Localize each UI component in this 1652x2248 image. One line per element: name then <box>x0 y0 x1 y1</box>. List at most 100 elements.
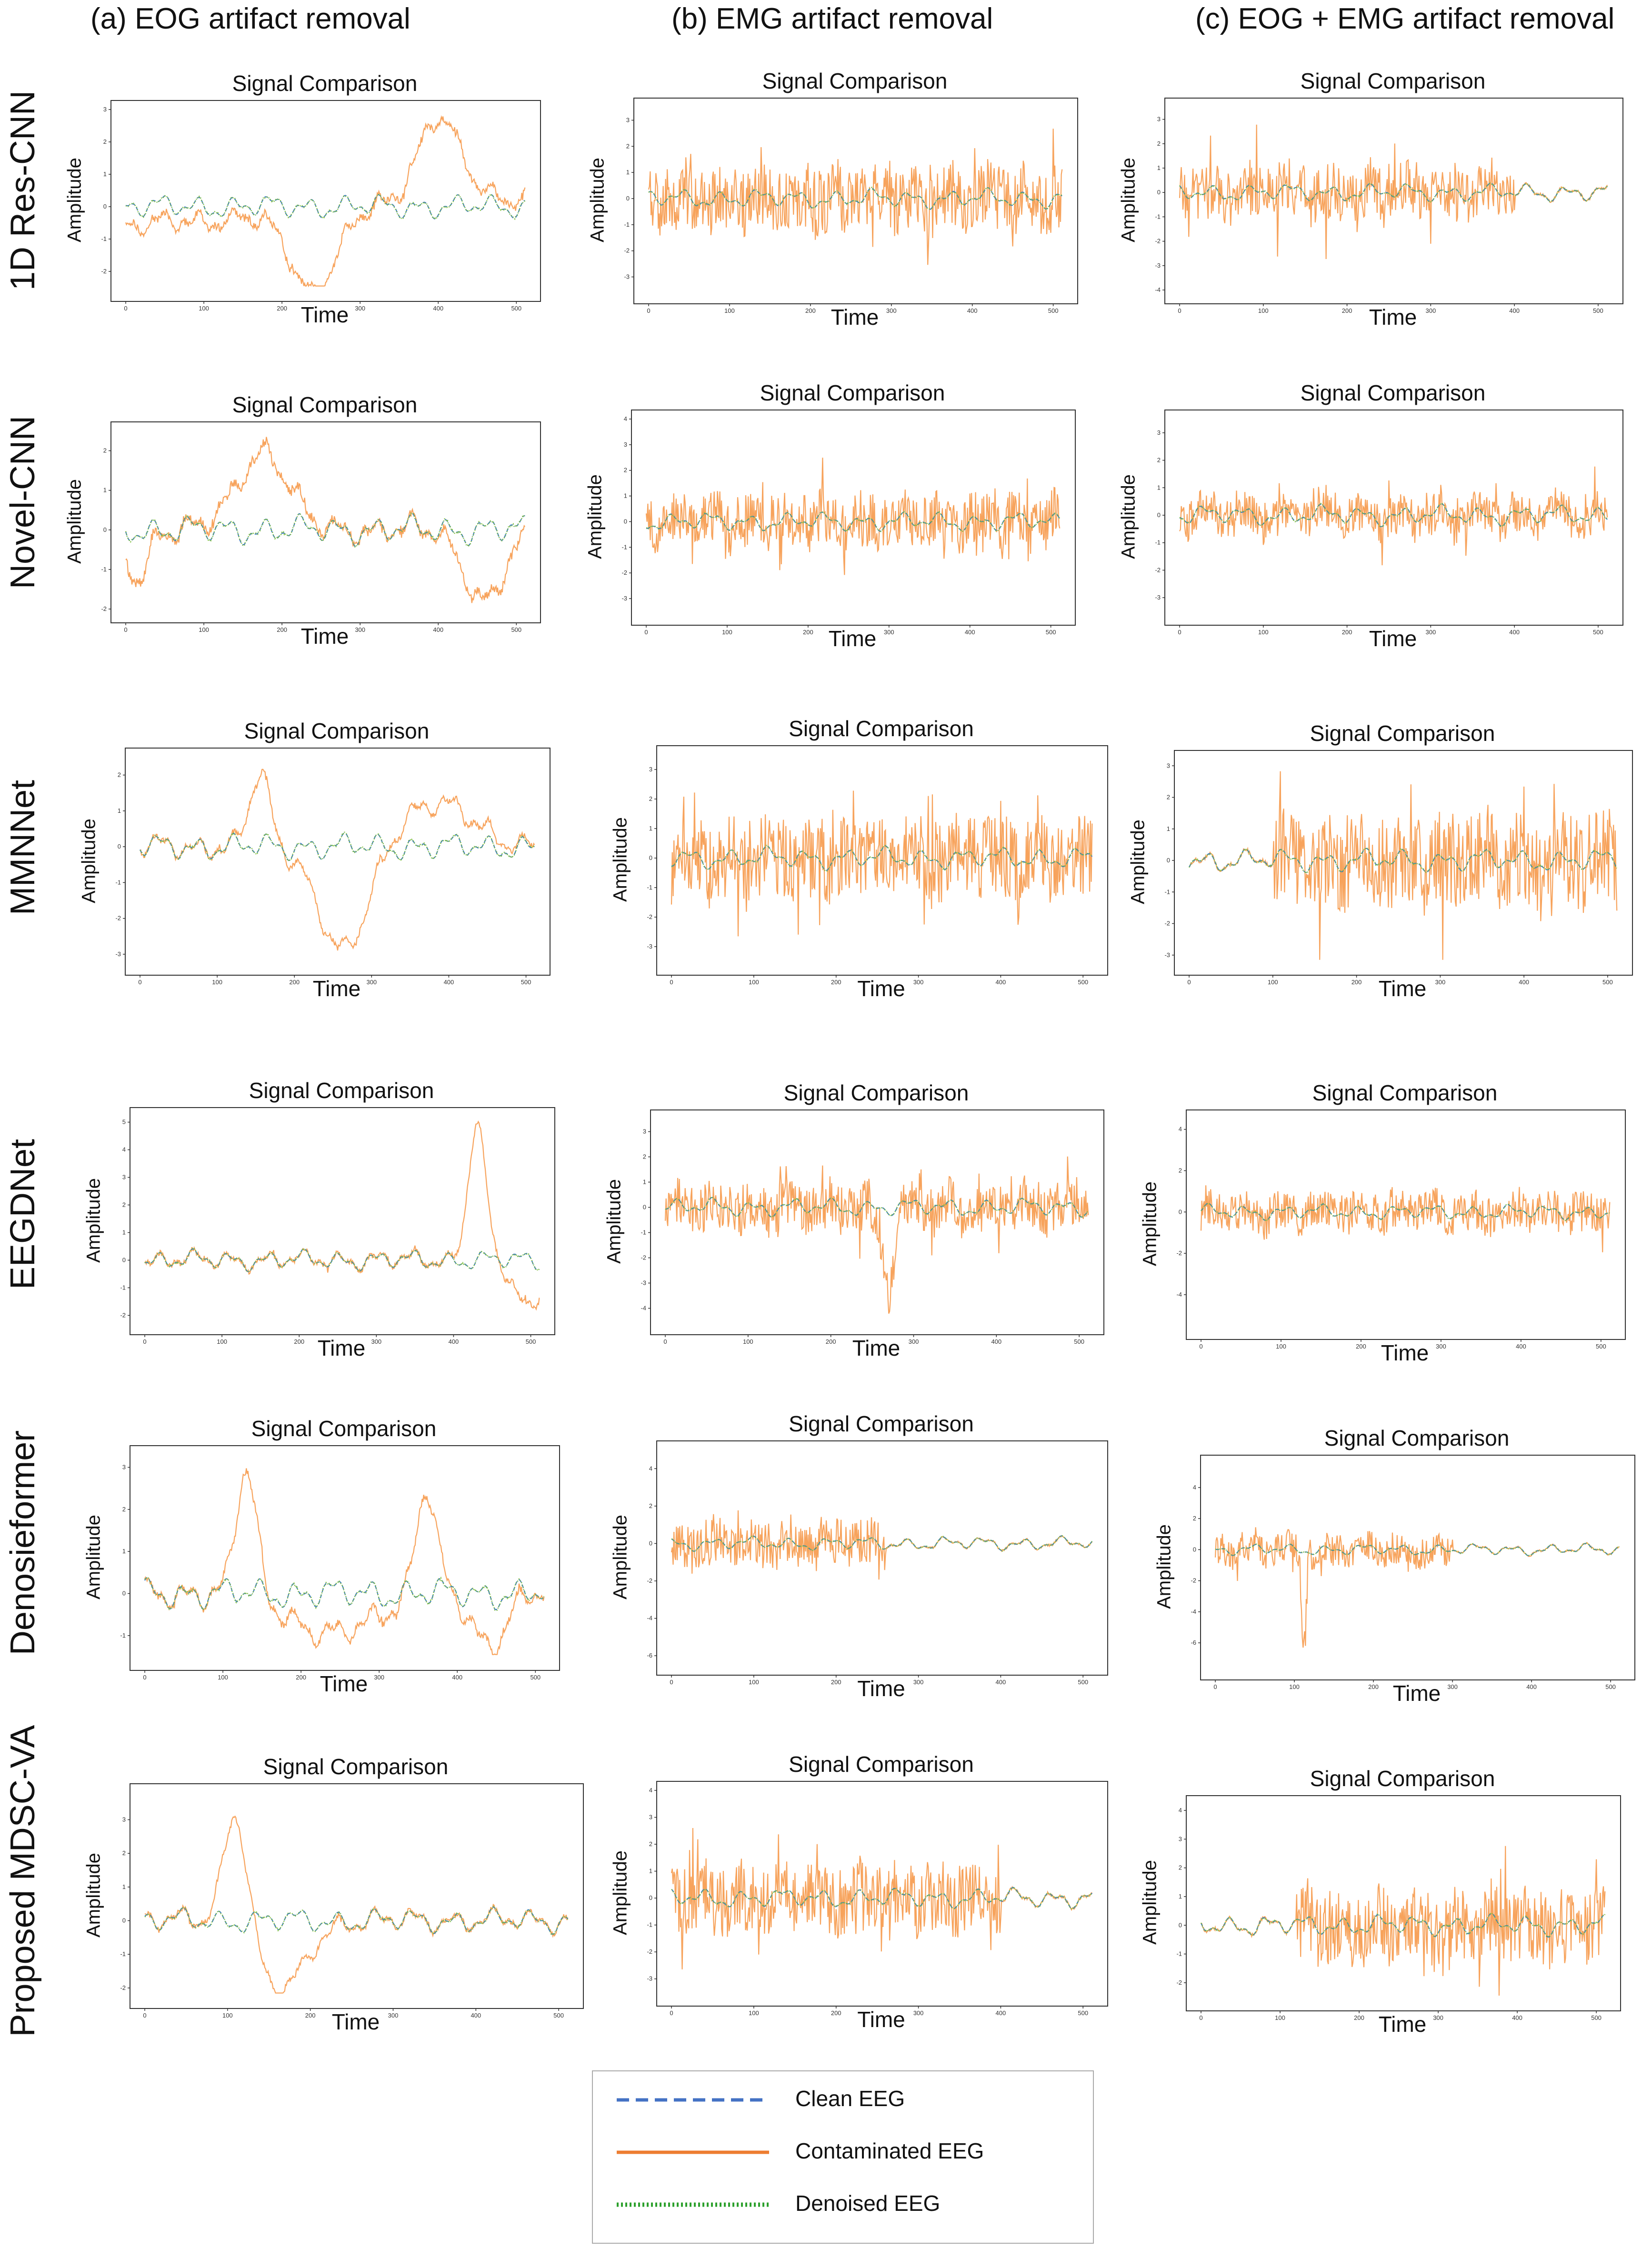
x-tick-label: 400 <box>449 1338 459 1345</box>
y-tick-label: -1 <box>641 1229 646 1236</box>
y-tick-label: -2 <box>647 1577 652 1584</box>
signal-chart-svg: 0 100 200 300 400 500 -6 -4 -2 0 2 4 <box>647 1465 1093 1686</box>
y-tick: 4 <box>122 1146 130 1153</box>
x-tick-label: 500 <box>1596 1343 1606 1350</box>
plot-area: 0 100 200 300 400 500 -6 -4 -2 0 2 4 <box>647 1440 1108 1686</box>
y-tick: 2 <box>643 1153 651 1160</box>
x-tick-label: 100 <box>1276 1343 1286 1350</box>
x-tick: 200 <box>826 1334 836 1345</box>
y-tick: 1 <box>1179 1893 1187 1900</box>
x-axis-label: Time <box>857 976 905 1001</box>
x-tick: 400 <box>1519 975 1529 986</box>
x-tick-label: 100 <box>222 2012 233 2019</box>
series-clean-eeg <box>671 1535 1093 1552</box>
x-tick-label: 100 <box>743 1338 753 1345</box>
y-tick-label: 2 <box>122 1201 126 1209</box>
series-denoised-eeg <box>125 512 526 549</box>
x-tick: 200 <box>1368 1679 1379 1690</box>
y-tick-label: 2 <box>626 142 630 150</box>
x-tick-label: 0 <box>670 1679 673 1686</box>
series-denoised-eeg <box>144 1905 569 1936</box>
y-tick-label: -3 <box>1155 262 1161 269</box>
x-tick: 400 <box>433 301 443 312</box>
x-tick: 500 <box>530 1670 541 1681</box>
x-tick-label: 300 <box>374 1674 384 1681</box>
y-tick: 3 <box>649 766 657 773</box>
x-tick-label: 500 <box>1593 307 1603 314</box>
y-tick-label: -1 <box>115 879 121 886</box>
y-tick: -1 <box>1164 888 1175 895</box>
x-tick-label: 200 <box>277 305 287 312</box>
y-tick-label: 3 <box>1157 116 1161 123</box>
x-tick-label: 100 <box>724 307 735 314</box>
x-tick: 400 <box>471 2008 481 2019</box>
plot-area: 0 100 200 300 400 500 -3 -2 -1 0 1 2 3 <box>647 745 1108 986</box>
signal-chart-svg: 0 100 200 300 400 500 -4 -2 0 2 4 <box>1176 1126 1611 1350</box>
x-tick: 500 <box>1593 303 1603 314</box>
y-tick-label: -2 <box>120 1984 126 1991</box>
x-tick: 400 <box>433 622 443 633</box>
x-axis-label: Time <box>857 2007 905 2032</box>
x-tick-label: 400 <box>444 979 454 986</box>
x-tick-label: 100 <box>749 2009 759 2017</box>
y-tick: -6 <box>647 1652 657 1659</box>
x-tick-label: 200 <box>1342 307 1352 314</box>
x-tick-label: 400 <box>1512 2014 1522 2021</box>
x-tick-label: 400 <box>965 629 975 636</box>
y-tick: 1 <box>1157 484 1165 491</box>
y-tick: -2 <box>647 913 657 920</box>
x-tick-label: 0 <box>1199 1343 1202 1350</box>
x-tick: 300 <box>913 2006 923 2017</box>
y-tick-label: 2 <box>643 1153 646 1160</box>
x-tick-label: 300 <box>1433 2014 1443 2021</box>
x-axis-label: Time <box>331 2009 380 2034</box>
series-denoised-eeg <box>1179 502 1608 528</box>
x-tick-label: 300 <box>884 629 894 636</box>
y-tick: -1 <box>1155 213 1165 220</box>
y-tick: 1 <box>624 492 632 500</box>
y-tick: 0 <box>1179 1921 1187 1928</box>
series-denoised-eeg <box>1200 1913 1606 1938</box>
y-tick: 0 <box>649 1894 657 1901</box>
y-tick: 4 <box>1179 1807 1187 1814</box>
plot-area: 0 100 200 300 400 500 -4 -2 0 2 4 <box>1176 1109 1626 1350</box>
x-tick: 400 <box>452 1670 462 1681</box>
y-tick: 2 <box>649 1502 657 1509</box>
x-tick-label: 500 <box>1605 1683 1616 1690</box>
y-tick-label: -4 <box>1191 1608 1196 1615</box>
y-tick: 3 <box>626 116 634 123</box>
signal-chart-svg: 0 100 200 300 400 500 -2 -1 0 1 2 <box>101 437 526 633</box>
signal-chart-svg: 0 100 200 300 400 500 -2 -1 0 1 2 3 <box>120 1815 569 2019</box>
x-tick-label: 200 <box>831 979 841 986</box>
x-tick-label: 500 <box>530 1674 541 1681</box>
y-tick: 0 <box>649 854 657 861</box>
x-tick: 100 <box>749 1675 759 1686</box>
y-tick-label: -2 <box>621 569 627 576</box>
y-tick-label: 1 <box>1157 484 1161 491</box>
y-tick: -1 <box>624 221 634 228</box>
x-tick: 500 <box>1048 303 1058 314</box>
y-tick: 2 <box>1193 1515 1201 1522</box>
x-tick-label: 100 <box>1289 1683 1300 1690</box>
y-tick-label: 2 <box>624 467 627 474</box>
y-tick-label: 3 <box>649 1814 652 1821</box>
series-contaminated-eeg <box>1179 466 1608 566</box>
y-tick: 3 <box>643 1128 651 1135</box>
y-tick: -1 <box>120 1284 130 1291</box>
y-tick: 1 <box>649 1868 657 1875</box>
series-contaminated-eeg <box>1200 1185 1611 1252</box>
x-tick-label: 300 <box>913 1679 924 1686</box>
y-tick: -1 <box>1155 539 1165 546</box>
x-tick: 200 <box>294 1334 304 1345</box>
y-tick: 1 <box>643 1179 651 1186</box>
y-tick-label: 0 <box>649 1894 652 1901</box>
series-contaminated-eeg <box>144 1120 540 1311</box>
y-tick-label: -1 <box>101 566 107 573</box>
x-tick-label: 200 <box>305 2012 316 2019</box>
y-tick: -1 <box>101 566 111 573</box>
legend-swatch-denoised <box>617 2202 769 2207</box>
series-clean-eeg <box>1189 848 1618 873</box>
y-tick-label: 3 <box>649 766 652 773</box>
x-tick: 500 <box>1078 2006 1088 2017</box>
legend-label-denoised: Denoised EEG <box>795 2191 941 2216</box>
